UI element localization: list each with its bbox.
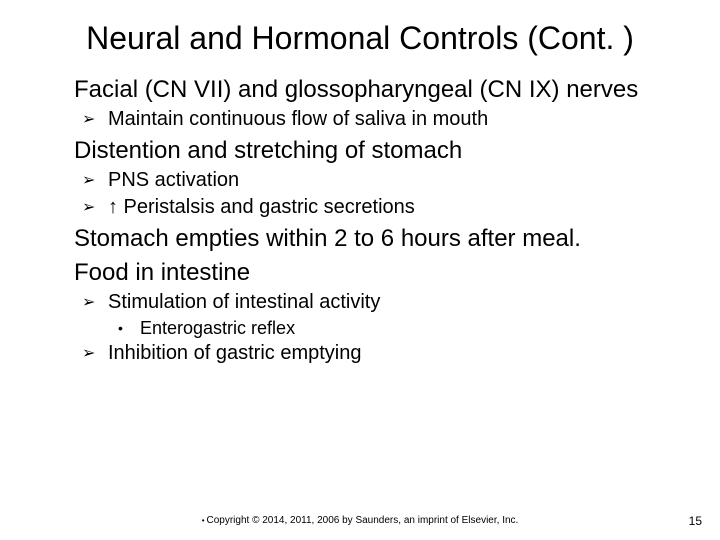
bullet-icon: ➢ — [82, 168, 108, 193]
list-item-text: Stimulation of intestinal activity — [108, 290, 680, 315]
list-item-text: Stomach empties within 2 to 6 hours afte… — [74, 224, 680, 254]
bullet-icon — [40, 224, 74, 254]
list-item: ➢Maintain continuous flow of saliva in m… — [82, 107, 680, 132]
list-item: ➢Inhibition of gastric emptying — [82, 341, 680, 366]
bullet-icon — [40, 75, 74, 105]
bullet-icon: • — [118, 317, 140, 340]
bullet-icon — [40, 258, 74, 288]
list-item: Stomach empties within 2 to 6 hours afte… — [40, 224, 680, 254]
list-item: ➢PNS activation — [82, 168, 680, 193]
list-item-text: Maintain continuous flow of saliva in mo… — [108, 107, 680, 132]
list-item-text: Facial (CN VII) and glossopharyngeal (CN… — [74, 75, 680, 105]
bullet-icon — [40, 136, 74, 166]
list-item: Facial (CN VII) and glossopharyngeal (CN… — [40, 75, 680, 105]
list-item-text: Food in intestine — [74, 258, 680, 288]
list-item-text: ↑ Peristalsis and gastric secretions — [108, 195, 680, 220]
list-item: •Enterogastric reflex — [118, 317, 680, 340]
slide-title: Neural and Hormonal Controls (Cont. ) — [40, 20, 680, 57]
footer-text: Copyright © 2014, 2011, 2006 by Saunders… — [207, 515, 519, 526]
bullet-icon: ➢ — [82, 195, 108, 220]
slide-body: Facial (CN VII) and glossopharyngeal (CN… — [40, 75, 680, 367]
list-item: Food in intestine — [40, 258, 680, 288]
list-item-text: Distention and stretching of stomach — [74, 136, 680, 166]
copyright-footer: •Copyright © 2014, 2011, 2006 by Saunder… — [0, 515, 720, 526]
list-item: ➢Stimulation of intestinal activity — [82, 290, 680, 315]
list-item: ➢↑ Peristalsis and gastric secretions — [82, 195, 680, 220]
slide: Neural and Hormonal Controls (Cont. ) Fa… — [0, 0, 720, 540]
list-item: Distention and stretching of stomach — [40, 136, 680, 166]
bullet-icon: ➢ — [82, 107, 108, 132]
list-item-text: Enterogastric reflex — [140, 317, 680, 340]
page-number: 15 — [689, 514, 702, 528]
bullet-icon: ➢ — [82, 341, 108, 366]
list-item-text: Inhibition of gastric emptying — [108, 341, 680, 366]
list-item-text: PNS activation — [108, 168, 680, 193]
bullet-icon: ➢ — [82, 290, 108, 315]
